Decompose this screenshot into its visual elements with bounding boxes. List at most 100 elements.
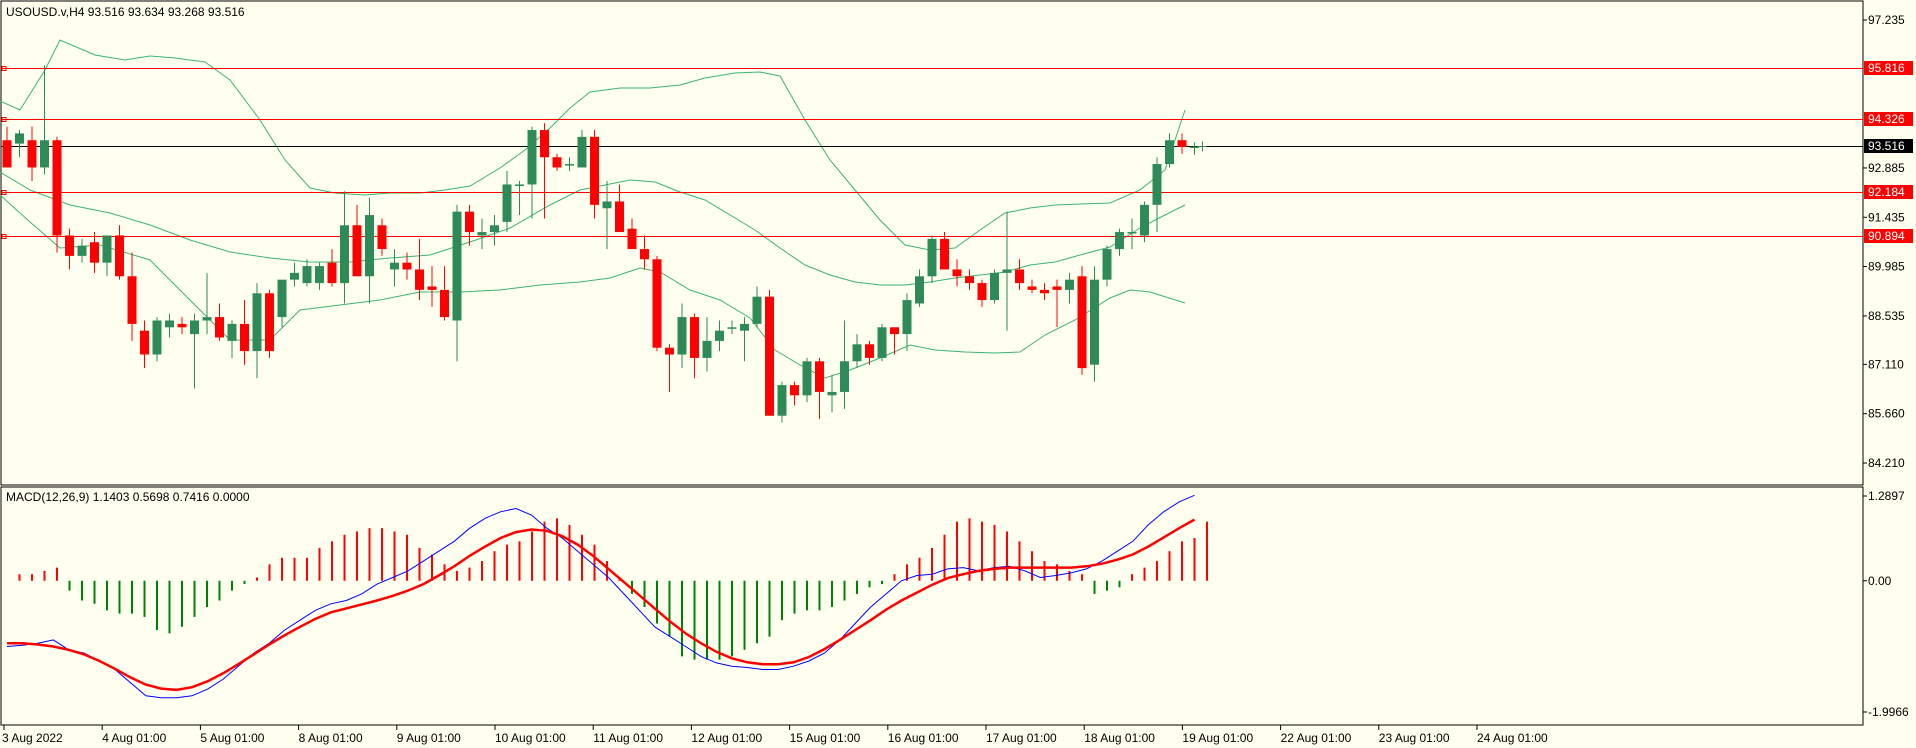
candle	[552, 153, 562, 171]
candle-body	[440, 289, 449, 318]
candle	[277, 279, 287, 328]
candle-body	[1002, 269, 1012, 273]
candle-body	[1190, 146, 1199, 148]
candle	[1127, 218, 1137, 250]
candle-body	[2, 140, 12, 168]
candle	[740, 317, 749, 362]
candle	[490, 215, 499, 246]
candle	[1027, 279, 1037, 294]
candle-body	[502, 184, 512, 222]
candle-body	[1102, 249, 1112, 280]
candle-body	[977, 283, 987, 301]
candle-body	[590, 136, 599, 205]
candle-body	[27, 140, 37, 168]
candle-body	[1177, 140, 1187, 148]
price-tick-label: 85.660	[1868, 407, 1905, 421]
candle	[1002, 211, 1012, 331]
candle-body	[890, 327, 899, 335]
candle	[202, 272, 212, 335]
candle	[990, 269, 999, 304]
candle	[190, 313, 199, 389]
candle	[415, 238, 424, 301]
price-tick-label: 88.535	[1868, 309, 1905, 323]
candle-body	[377, 225, 387, 250]
candle	[690, 313, 699, 379]
candle-body	[302, 266, 312, 284]
candle-body	[90, 242, 99, 263]
candle-body	[427, 286, 437, 290]
candle-body	[240, 323, 249, 352]
level-anchor	[1, 66, 7, 71]
candle	[752, 286, 762, 328]
candle	[965, 269, 974, 290]
candle	[240, 300, 249, 365]
time-tick-label: 11 Aug 01:00	[593, 731, 663, 745]
candle-body	[1077, 276, 1087, 369]
macd-histogram	[18, 518, 1208, 660]
macd-header: MACD(12,26,9) 1.1403 0.5698 0.7416 0.000…	[6, 490, 250, 504]
band-middle	[0, 171, 1186, 286]
candle-body	[352, 225, 362, 277]
candle-body	[1140, 204, 1149, 236]
time-tick-label: 8 Aug 01:00	[299, 731, 363, 745]
price-tick-label: 87.110	[1868, 357, 1904, 371]
macd-pane[interactable]: MACD(12,26,9) 1.1403 0.5698 0.7416 0.000…	[0, 486, 1864, 726]
candle	[602, 181, 612, 250]
level-anchor	[1, 234, 7, 239]
candle-body	[115, 235, 124, 277]
candle	[327, 249, 337, 287]
candle-body	[902, 300, 912, 335]
price-pane[interactable]: USOUSD.v,H4 93.516 93.634 93.268 93.516	[0, 0, 1864, 486]
candle-body	[315, 266, 324, 284]
candle-body	[1027, 286, 1037, 290]
candle-body	[527, 130, 537, 185]
candle-body	[615, 201, 624, 233]
candle	[1152, 157, 1162, 233]
candle	[940, 232, 949, 270]
candle-body	[402, 262, 412, 270]
macd-main-line	[6, 494, 1195, 699]
candle-body	[1040, 289, 1049, 294]
candle-body	[327, 262, 337, 284]
candle-body	[77, 245, 87, 256]
candle	[952, 259, 962, 287]
candle	[2, 126, 12, 168]
candle-body	[165, 320, 174, 328]
candle	[1190, 142, 1199, 155]
candle	[477, 218, 487, 250]
level-tag	[1864, 61, 1913, 75]
candle-body	[177, 323, 187, 328]
price-axis: 97.235 92.885 91.435 89.985 88.535 87.110 85.6…	[1863, 13, 1913, 470]
time-tick-label: 3 Aug 2022	[2, 731, 63, 745]
candle	[465, 204, 474, 246]
candle	[502, 170, 512, 233]
time-axis: 3 Aug 2022 4 Aug 01:00 5 Aug 01:00 8 Aug 01…	[2, 725, 1548, 745]
band-upper	[0, 39, 1186, 251]
candle	[840, 320, 849, 409]
candle	[627, 218, 637, 250]
candle	[152, 317, 162, 362]
candle	[640, 235, 649, 270]
band-lower	[0, 194, 1186, 379]
level-tag-label: 95.816	[1868, 61, 1905, 75]
candle	[715, 320, 724, 352]
candle	[902, 293, 912, 352]
candle-body	[215, 317, 224, 338]
candle	[340, 191, 349, 304]
candle-body	[202, 317, 212, 321]
time-tick-label: 5 Aug 01:00	[200, 731, 264, 745]
candle-body	[1127, 232, 1137, 234]
candle-body	[415, 269, 424, 290]
candle	[52, 136, 62, 253]
candle-body	[140, 330, 149, 355]
candle	[302, 259, 312, 287]
price-tick-label: 97.235	[1868, 13, 1905, 27]
candle	[652, 255, 662, 352]
candle	[702, 317, 712, 372]
candle-body	[1052, 286, 1062, 290]
macd-pane-frame	[0, 486, 1864, 726]
candle	[852, 334, 862, 369]
candle-body	[102, 235, 112, 263]
candle-body	[927, 238, 937, 277]
